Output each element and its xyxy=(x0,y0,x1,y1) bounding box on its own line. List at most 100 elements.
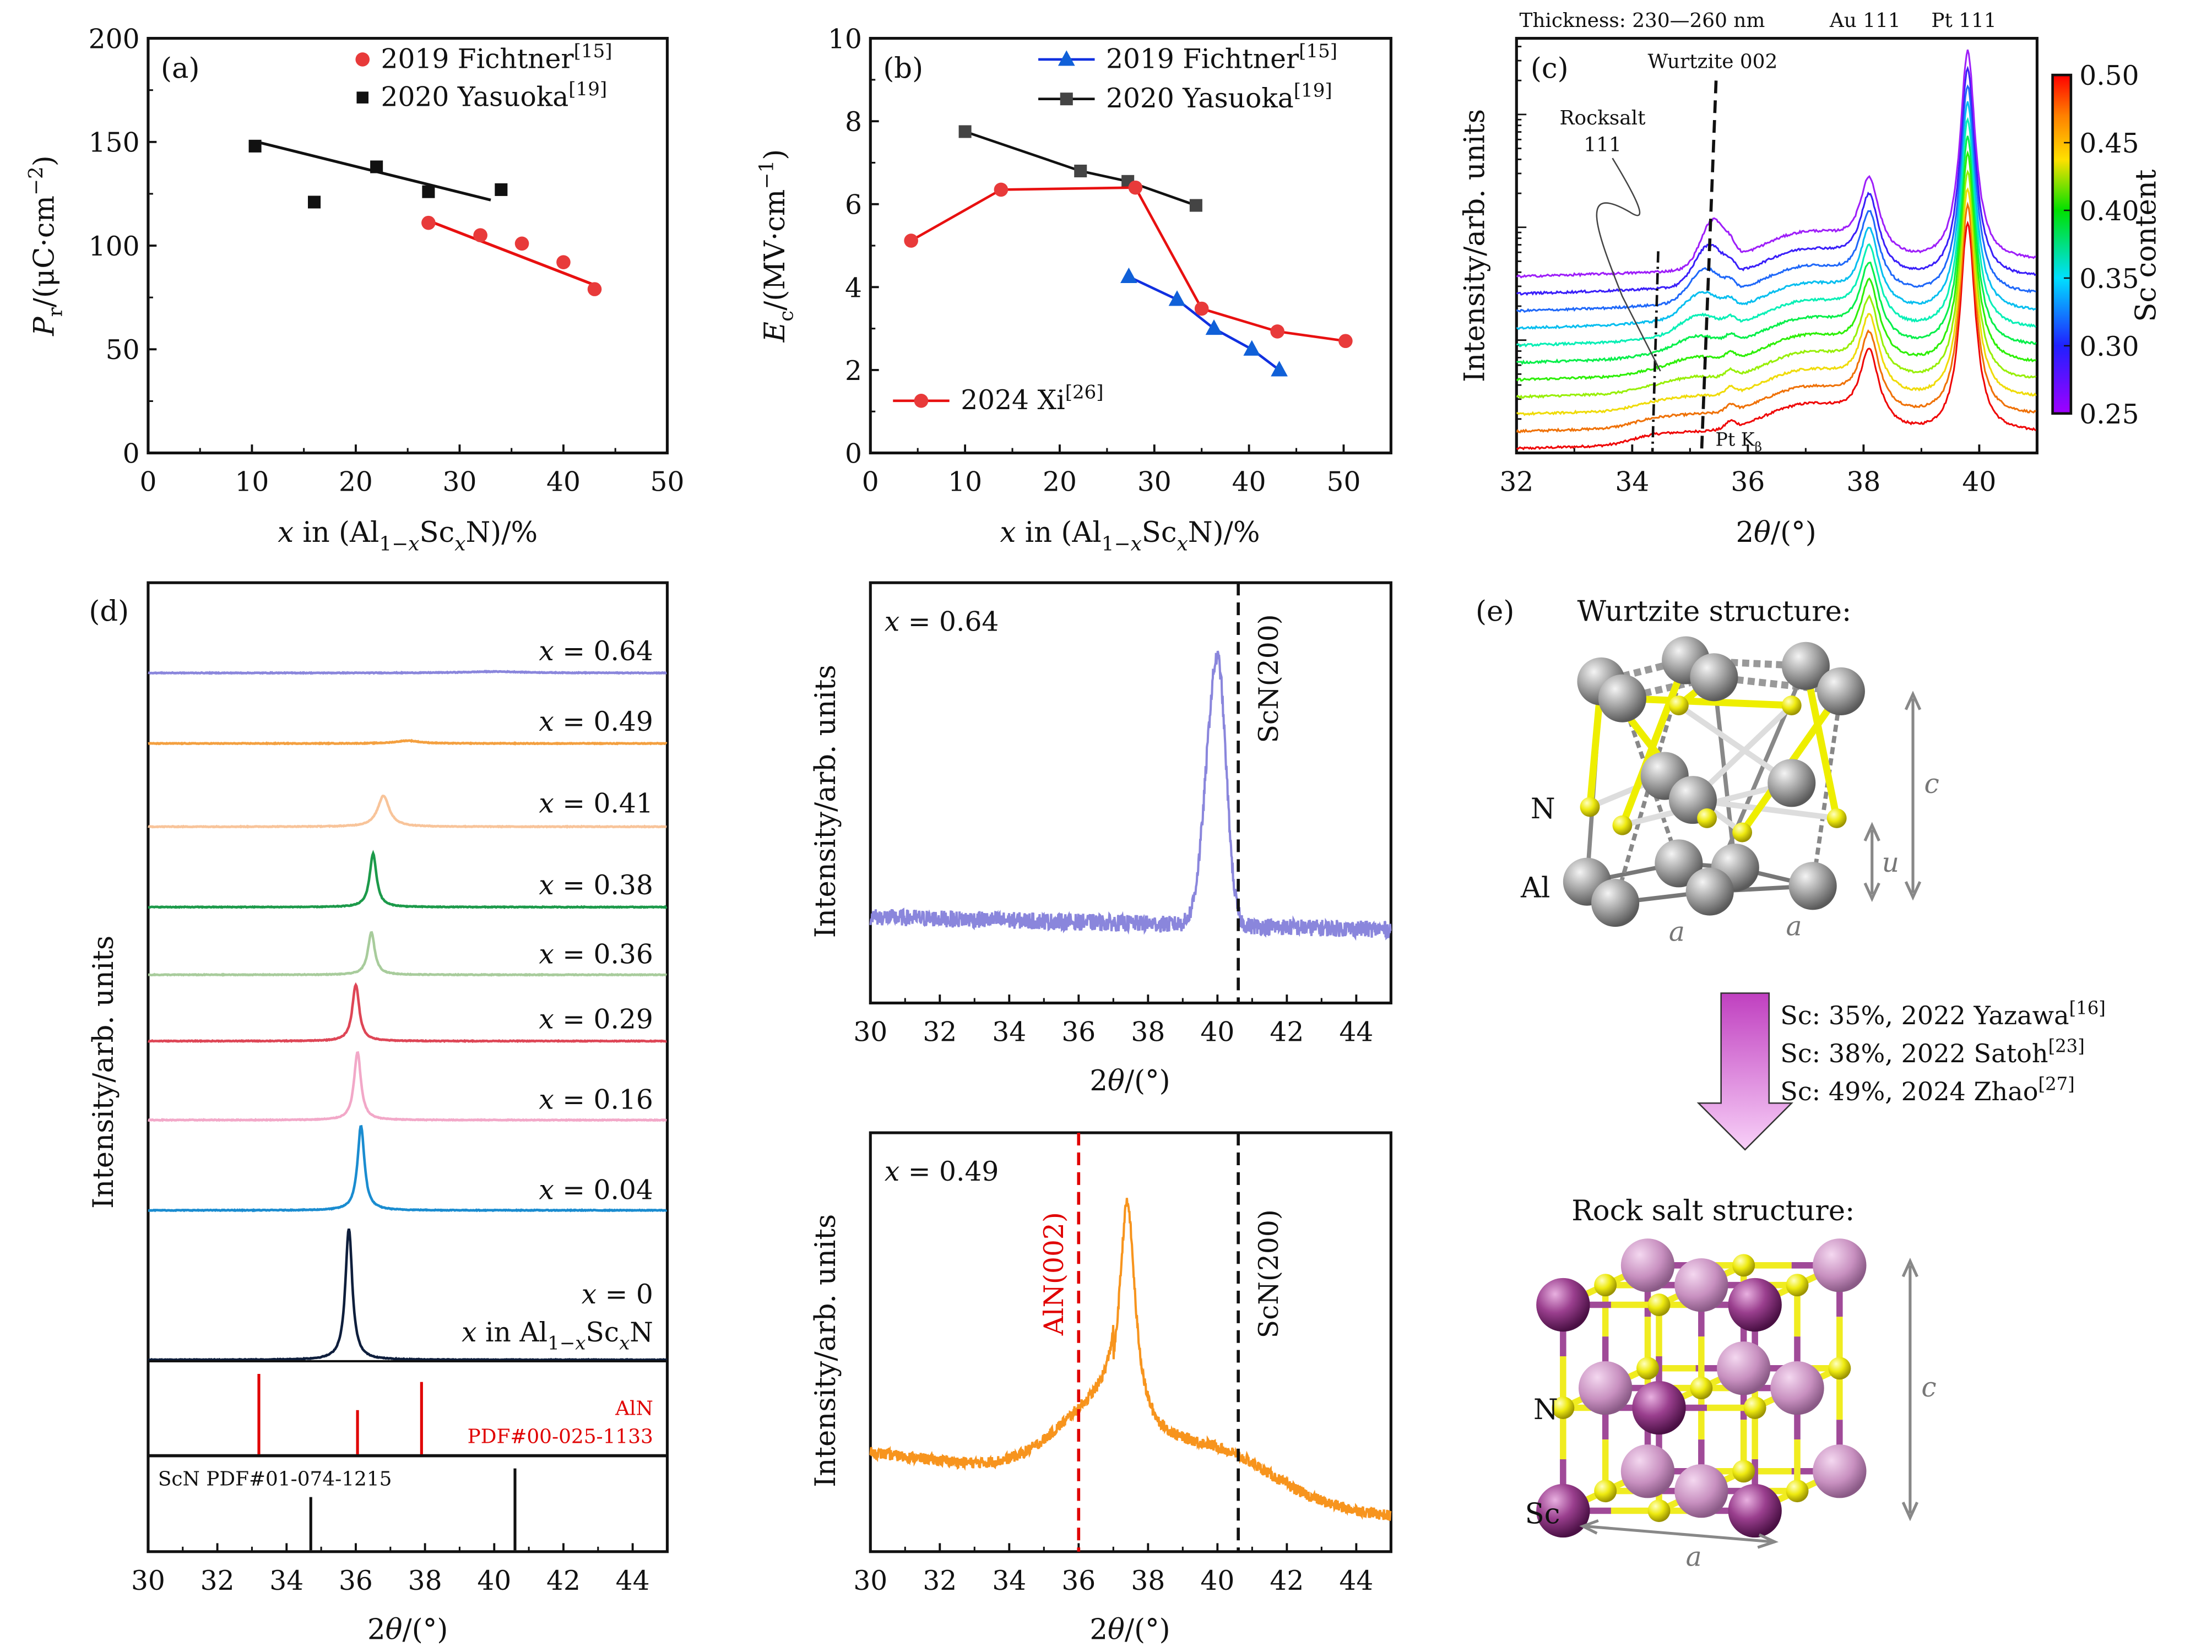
legend-entry-part: 2019 Fichtner xyxy=(1106,44,1299,74)
trace-note-sub: 1− xyxy=(547,1333,575,1355)
c-arrow xyxy=(1904,691,1922,901)
series-0 xyxy=(1038,50,1288,377)
trace-note-sub: x xyxy=(619,1333,630,1355)
y-axis-label-part: ) xyxy=(28,155,61,166)
y-axis-label-part: /(μC·cm xyxy=(28,195,61,307)
y-tick-label: 150 xyxy=(89,128,140,159)
trace-label-part: x xyxy=(539,707,554,737)
x-tick-label: 34 xyxy=(992,1566,1026,1596)
colorbar-tick-label: 0.25 xyxy=(2079,399,2139,430)
legend-entry-sup: [19] xyxy=(1294,80,1332,102)
x-axis-label: 2θ/(°) xyxy=(367,1613,448,1646)
top-label-thickness: Thickness: 230—260 nm xyxy=(1519,9,1765,32)
y-axis-label: Intensity/arb. units xyxy=(87,936,120,1209)
transition-reference-part: Sc: 38%, 2022 Satoh xyxy=(1780,1039,2048,1068)
trace-note-part: x xyxy=(462,1317,476,1348)
al-atom xyxy=(1817,667,1865,715)
sc-atom xyxy=(1717,1341,1771,1395)
x-tick-label: 30 xyxy=(853,1017,887,1048)
x-axis-label-part: θ xyxy=(1754,516,1771,549)
spectrum-sc-0.475 xyxy=(1516,201,2037,433)
trace-label-part: = 0.49 xyxy=(899,1156,999,1187)
colorbar-tick-label: 0.30 xyxy=(2079,332,2139,362)
x-tick-label: 36 xyxy=(1061,1017,1096,1048)
spectrum-sc-0.3 xyxy=(1516,84,2036,313)
trace-label-part: = 0.41 xyxy=(554,789,653,819)
x-axis-label-part: θ xyxy=(386,1613,403,1646)
sc-atom xyxy=(1728,1483,1782,1538)
trace-label-part: = 0.64 xyxy=(554,636,653,667)
x-axis-label-part: N)/% xyxy=(1188,516,1260,549)
data-point-triangle xyxy=(1168,290,1186,306)
data-point-triangle xyxy=(1243,340,1261,356)
transition-reference: Sc: 49%, 2024 Zhao[27]​ xyxy=(1780,1074,2074,1106)
label-c: c xyxy=(1921,1372,1936,1403)
data-point-triangle xyxy=(1120,267,1137,284)
label-al: Al xyxy=(1520,871,1550,904)
x-axis-label: 2θ/(°) xyxy=(1089,1064,1170,1097)
y-tick-label: 10 xyxy=(828,24,862,55)
x-axis-label-part: 2 xyxy=(367,1613,386,1646)
n-atom xyxy=(1732,1254,1755,1277)
x-tick-label: 10 xyxy=(948,467,982,498)
y-tick-label: 200 xyxy=(89,24,140,55)
data-point-square xyxy=(308,195,321,209)
x-tick-label: 30 xyxy=(442,467,476,498)
annotation-pt-kbeta-part: Pt K xyxy=(1715,429,1755,450)
x-axis-label-part: Sc xyxy=(1142,516,1177,549)
x-tick-label: 32 xyxy=(1499,467,1533,498)
legend-entry: 2020 Yasuoka[19]​ xyxy=(381,78,608,112)
x-axis-label: 2θ/(°) xyxy=(1736,516,1816,549)
x-tick-label: 34 xyxy=(269,1566,303,1596)
colorbar: 0.25 0.30 0.35 0.40 0.45 0.50 Sc content xyxy=(2051,61,2163,430)
wurtzite-title: Wurtzite structure: xyxy=(1577,595,1851,628)
x-axis-label-part: x xyxy=(278,516,294,549)
colorbar-tick-label: 0.45 xyxy=(2079,128,2139,159)
x-axis-label-part: /(°) xyxy=(1771,516,1817,549)
legend-entry: 2020 Yasuoka[19]​ xyxy=(1106,80,1332,114)
annotation-wurtzite: Wurtzite 002 xyxy=(1648,50,1778,73)
x-tick-label: 20 xyxy=(339,467,373,498)
x-tick-label: 40 xyxy=(1200,1017,1234,1048)
c-arrow xyxy=(1901,1257,1919,1521)
label-n: N xyxy=(1531,792,1555,825)
spectra xyxy=(1516,49,2037,451)
x-tick-label: 44 xyxy=(616,1566,650,1596)
y-axis-label-part: Intensity/arb. units xyxy=(809,1214,842,1487)
n-atom xyxy=(1828,1357,1851,1380)
data-point-square xyxy=(1074,164,1087,178)
panel-e: (e) Wurtzite structure: N Al c u a a Sc: 35%, 20… xyxy=(1476,595,2106,1572)
data-point-square xyxy=(1060,93,1073,106)
x-tick-label: 30 xyxy=(853,1566,887,1596)
x-tick-label: 32 xyxy=(200,1566,235,1596)
bond xyxy=(1619,659,1689,827)
x-tick-label: 32 xyxy=(923,1566,957,1596)
n-atom xyxy=(1594,1480,1617,1503)
al-atom xyxy=(1685,867,1734,916)
a-arrow xyxy=(1579,1519,1779,1549)
alN-reference-pdf: PDF#00-025-1133 xyxy=(468,1426,653,1448)
bond xyxy=(1810,691,1844,887)
y-axis-label-sup: −1 xyxy=(756,160,778,189)
x-axis-label-sub: x xyxy=(1177,532,1188,555)
data-point-square xyxy=(422,185,435,198)
annotation-rocksalt-index: 111 xyxy=(1584,133,1621,156)
trace-label-part: = 0.38 xyxy=(554,870,653,901)
colorbar-tick-label: 0.40 xyxy=(2079,196,2139,227)
x-axis-label-part: N)/% xyxy=(465,516,538,549)
x-axis-label-part: 2 xyxy=(1736,516,1754,549)
y-axis-label-sub: r xyxy=(45,307,67,317)
n-atom xyxy=(1690,1377,1713,1400)
y-axis-label: Pr​/(μC·cm−2​) xyxy=(25,155,67,336)
xrd-trace xyxy=(148,982,667,1044)
sc-atom xyxy=(1770,1361,1824,1415)
al-atom xyxy=(1598,674,1646,722)
bond xyxy=(1692,797,1837,821)
al-atom xyxy=(1768,759,1816,807)
y-axis-label: Intensity/arb. units xyxy=(809,1214,842,1487)
al-atom xyxy=(1591,879,1640,927)
spectrum-sc-0.425 xyxy=(1516,169,2037,399)
n-atom xyxy=(1668,695,1689,715)
